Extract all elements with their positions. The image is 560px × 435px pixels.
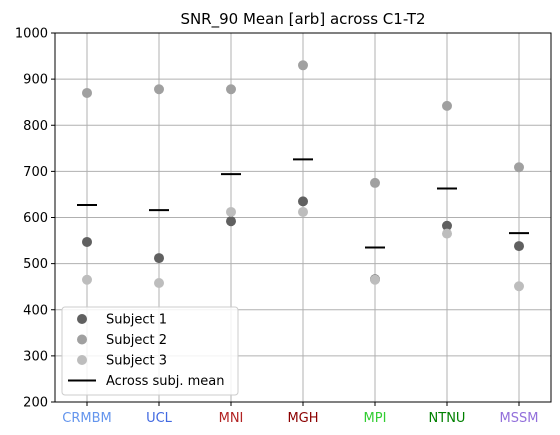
plot-frame — [54, 32, 552, 403]
data-point — [298, 206, 308, 217]
data-point — [226, 216, 236, 227]
data-point — [226, 84, 236, 95]
data-point — [514, 162, 524, 173]
data-point — [226, 206, 236, 217]
x-tick-label: CRMBM — [62, 411, 111, 426]
data-point — [82, 274, 92, 285]
data-point — [154, 277, 164, 288]
chart-title: SNR_90 Mean [arb] across C1-T2 — [180, 10, 425, 29]
legend-label: Subject 1 — [106, 313, 167, 328]
y-tick-label: 1000 — [15, 27, 48, 42]
data-point — [298, 196, 308, 207]
data-point — [154, 84, 164, 95]
grid — [55, 32, 551, 403]
x-tick-label: NTNU — [429, 411, 466, 426]
data-point — [514, 281, 524, 292]
legend-marker — [77, 314, 87, 324]
x-tick-label: MGH — [287, 411, 318, 426]
y-tick-label: 900 — [23, 73, 48, 88]
y-tick-label: 200 — [23, 396, 48, 411]
x-tick-label: MNI — [219, 411, 244, 426]
data-point — [370, 274, 380, 285]
data-point — [442, 228, 452, 239]
y-tick-label: 300 — [23, 349, 48, 364]
y-tick-label: 400 — [23, 303, 48, 318]
y-tick-label: 800 — [23, 119, 48, 134]
legend-box — [61, 306, 239, 396]
data-point — [298, 60, 308, 71]
data-point — [514, 241, 524, 252]
x-tick-label: UCL — [146, 411, 173, 426]
data-point — [82, 236, 92, 247]
data-point — [442, 220, 452, 231]
legend-label: Across subj. mean — [106, 374, 225, 389]
x-tick-label: MSSM — [500, 411, 539, 426]
legend-label: Subject 3 — [106, 354, 167, 369]
x-axis-ticks: CRMBM UCL MNI MGH MPI NTNU MSSM — [62, 402, 538, 426]
data-point — [442, 100, 452, 111]
legend-label: Subject 2 — [106, 333, 167, 348]
y-axis-ticks: 200 300 400 500 600 700 800 900 1000 — [15, 27, 55, 411]
y-tick-label: 500 — [23, 257, 48, 272]
y-tick-label: 600 — [23, 211, 48, 226]
data-point — [154, 253, 164, 264]
legend: Subject 1 Subject 2 Subject 3 Across subj. … — [61, 306, 239, 396]
data-point — [82, 87, 92, 98]
x-tick-label: MPI — [364, 411, 387, 426]
legend-marker — [77, 334, 87, 345]
y-tick-label: 700 — [23, 165, 48, 180]
data-point — [370, 177, 380, 188]
legend-marker — [77, 355, 87, 365]
data-marks — [77, 60, 529, 292]
